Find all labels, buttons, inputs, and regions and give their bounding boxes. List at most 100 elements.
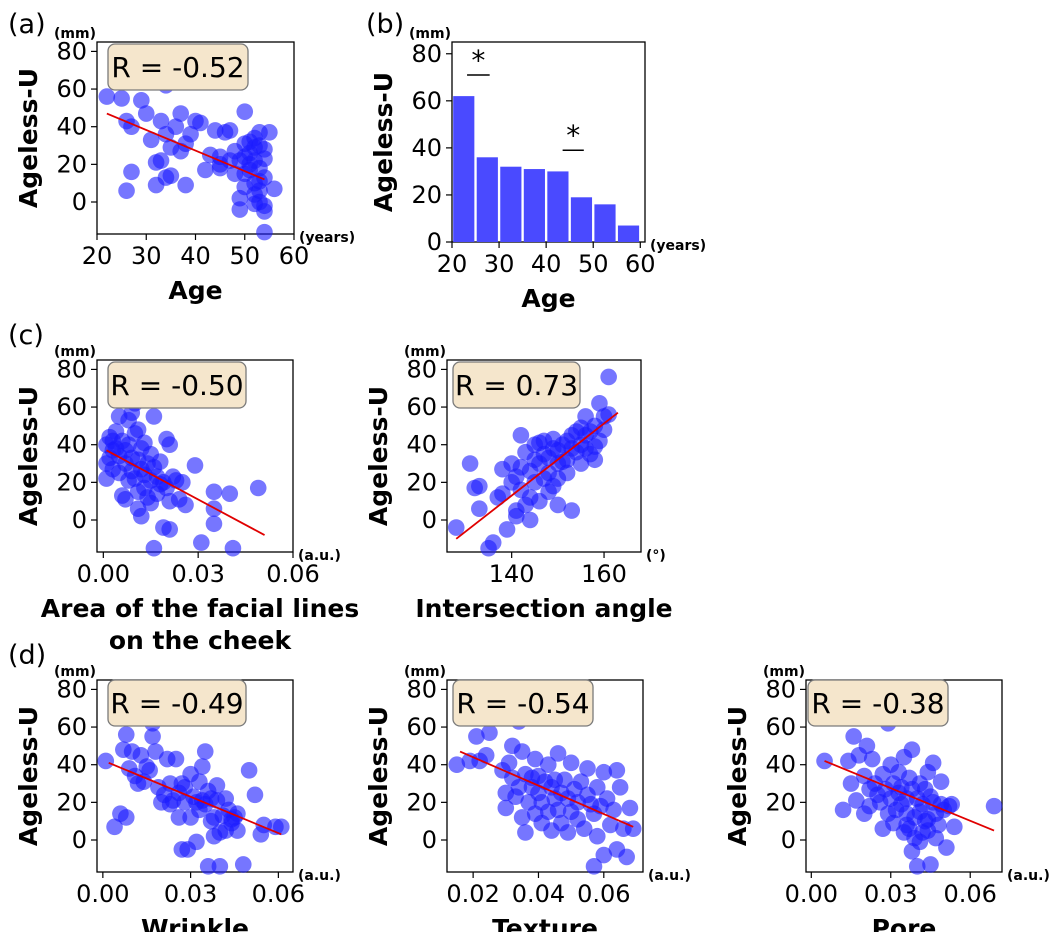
y-tick-label: 60 [406,713,437,741]
correlation-box [107,361,247,409]
plot-frame [96,359,294,553]
chart-c-facial-lines-scatter: 0.00 0.03 0.06 0 20 40 60 80 R = -0.50 (mm) (a.u.)… [14,344,359,655]
bar [547,171,569,242]
data-point [224,539,242,557]
y-tick-label: 20 [406,468,437,496]
x-axis-label: Texture [492,914,598,932]
x-tick-label: 160 [581,560,627,588]
x-tick-label: 60 [625,250,656,278]
y-axis-label: Ageless-U [14,706,43,846]
y-tick-label: 40 [411,134,442,162]
data-point [177,496,194,514]
data-point [461,455,479,472]
y-axis-label: Ageless-U [14,68,43,208]
data-point [600,406,617,423]
data-point [579,760,596,777]
data-point [588,827,606,845]
y-axis-label: Ageless-U [364,706,393,846]
data-point [117,809,135,826]
x-unit-label: (a.u.) [648,868,691,884]
data-point [141,762,158,779]
x-unit-label: (a.u.) [298,868,341,884]
x-axis-label: Wrinkle [141,914,249,932]
y-tick-label: 60 [56,75,87,103]
data-point [539,756,557,774]
bar [617,225,640,242]
data-point [97,752,115,770]
x-unit-label: (years) [299,230,355,246]
data-point [932,773,950,790]
data-point [118,182,135,200]
data-point [145,539,163,557]
x-tick-label: 20 [82,242,113,270]
y-tick-label: 80 [56,675,87,703]
data-point [477,746,495,764]
data-point [624,820,642,838]
data-point [562,754,580,772]
data-point [611,778,629,796]
data-point [595,846,613,864]
data-point [858,737,876,755]
data-point [152,112,170,130]
data-point [234,856,252,873]
data-point [196,743,214,760]
data-point [572,773,590,790]
y-tick-label: 80 [56,37,87,65]
x-tick-label: 140 [489,560,535,588]
panel-label-d: (d) [8,640,46,671]
x-tick-label: 0.06 [252,880,305,908]
x-tick-label: 0.03 [164,880,217,908]
y-tick-label: 60 [56,393,87,421]
x-axis-label: Intersection angle [415,594,672,623]
data-point [152,152,170,169]
data-point [618,848,635,866]
significance-star: * [566,119,580,152]
regression-line [824,760,995,832]
x-tick-label: 40 [180,242,211,270]
data-point [197,161,214,179]
data-point [145,408,163,425]
correlation-box [452,679,594,727]
data-point [167,118,185,136]
data-point [193,534,210,551]
regression-line [455,411,619,540]
x-axis-label: Age [168,276,222,305]
x-tick-label: 30 [131,242,162,270]
data-point [558,464,576,482]
x-tick-label: 0.06 [943,880,996,908]
correlation-value: R = 0.73 [455,369,578,402]
y-tick-label: 20 [56,788,87,816]
data-point [177,176,194,194]
regression-line [459,750,634,828]
correlation-value: R = -0.38 [811,687,944,720]
x-tick-label: 60 [279,242,310,270]
data-point [585,858,603,875]
regression-line [108,761,282,836]
data-point [481,724,498,742]
x-unit-label: (a.u.) [1007,868,1050,884]
x-tick-label: 0.03 [864,880,917,908]
bar [500,166,522,242]
data-point [922,856,939,873]
data-point [903,741,921,758]
data-point [938,839,955,856]
data-point [563,502,581,519]
data-point [985,797,1003,815]
data-point [834,801,852,819]
correlation-box [807,679,949,727]
panel-label-c: (c) [8,320,44,351]
regression-line [106,112,265,181]
x-tick-label: 0.03 [171,560,224,588]
y-unit-label: (mm) [409,26,451,42]
bar [594,204,616,242]
data-point [513,809,531,826]
y-tick-label: 80 [406,355,437,383]
y-tick-label: 40 [56,431,87,459]
y-tick-label: 0 [422,826,437,854]
data-point [549,745,567,762]
data-point [484,534,502,551]
data-point [521,511,539,529]
data-point [468,728,485,745]
chart-d-wrinkle-scatter: 0.00 0.03 0.06 0 20 40 60 80 R = -0.49 (mm) (a.u.)… [14,664,341,932]
